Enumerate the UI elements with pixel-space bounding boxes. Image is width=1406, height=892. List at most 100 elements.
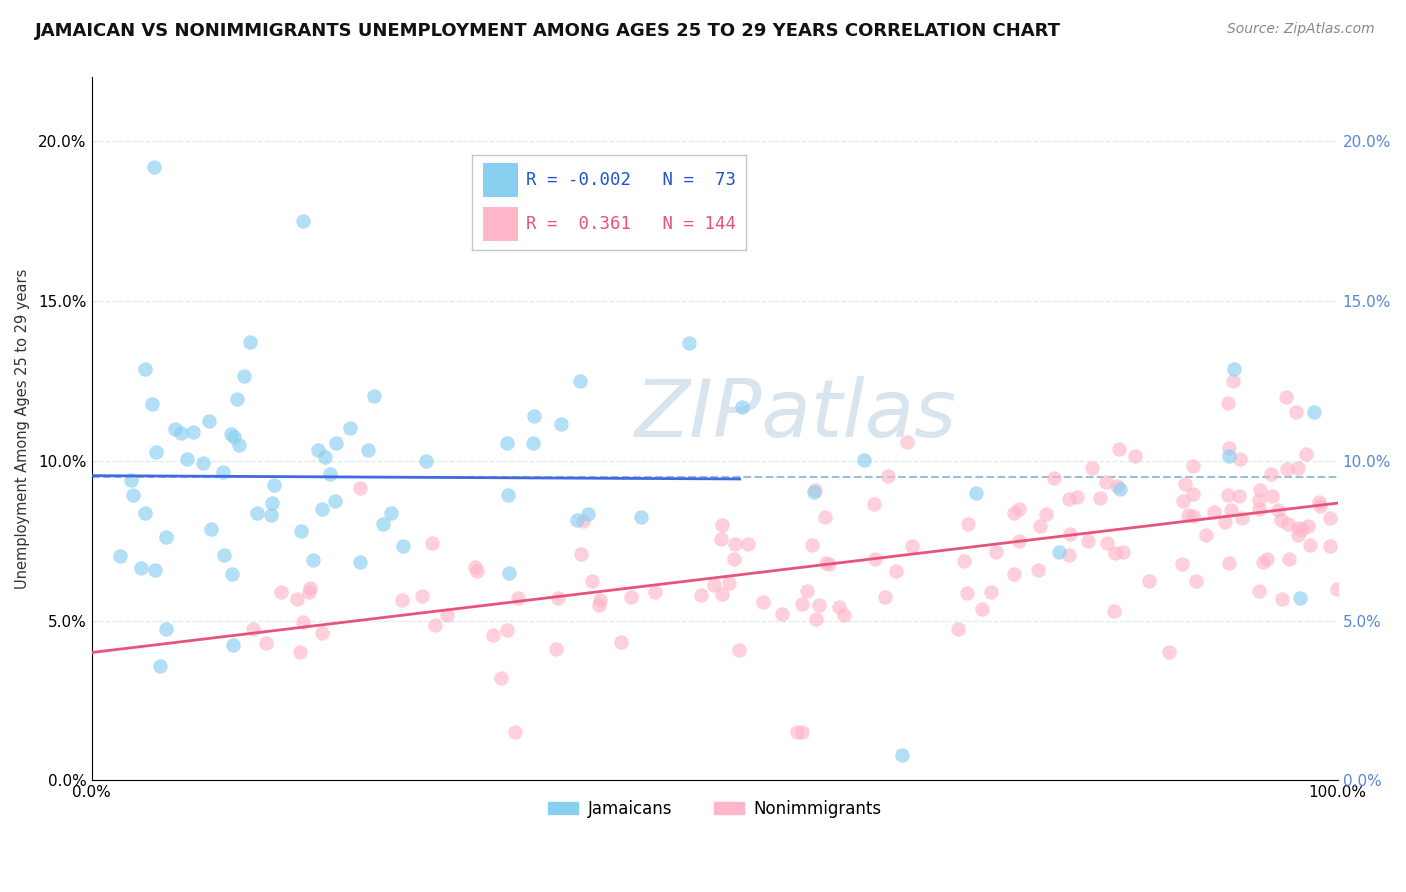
Point <box>228 438 250 452</box>
Point <box>863 552 886 566</box>
Point <box>141 396 163 410</box>
Point <box>371 516 394 531</box>
Point <box>1094 475 1116 490</box>
Point <box>581 574 603 588</box>
Point <box>1218 556 1240 570</box>
Point <box>1182 459 1205 474</box>
Point <box>576 507 599 521</box>
Point <box>1261 489 1284 503</box>
Point <box>723 537 745 551</box>
Point <box>259 508 281 523</box>
Point <box>678 335 700 350</box>
Point <box>1028 518 1050 533</box>
Point <box>1271 592 1294 607</box>
Point <box>588 593 610 607</box>
Point <box>863 497 886 511</box>
Point <box>884 564 907 578</box>
Text: ZIPatlas: ZIPatlas <box>634 376 956 454</box>
Point <box>1249 483 1271 497</box>
Point <box>1123 450 1146 464</box>
Point <box>1185 574 1208 588</box>
Point <box>200 522 222 536</box>
Point <box>1251 555 1274 569</box>
Point <box>1286 460 1309 475</box>
Point <box>896 434 918 449</box>
Point <box>1247 493 1270 508</box>
Point <box>1277 517 1299 532</box>
Point <box>506 591 529 606</box>
Point <box>1181 486 1204 500</box>
Point <box>319 467 342 482</box>
Point <box>311 625 333 640</box>
Point <box>481 627 503 641</box>
Point <box>498 566 520 580</box>
Point <box>198 414 221 428</box>
Point <box>801 539 824 553</box>
Point <box>731 400 754 414</box>
Point <box>298 584 321 599</box>
Point <box>1108 442 1130 457</box>
Point <box>1204 505 1226 519</box>
Point <box>290 645 312 659</box>
Point <box>1302 405 1324 419</box>
Point <box>546 642 568 657</box>
Point <box>710 532 733 546</box>
Point <box>875 591 897 605</box>
Point <box>1218 488 1240 502</box>
Point <box>380 506 402 520</box>
Point <box>828 599 851 614</box>
Point <box>425 618 447 632</box>
Point <box>752 595 775 609</box>
Point <box>311 502 333 516</box>
Point <box>498 488 520 502</box>
Point <box>1291 522 1313 536</box>
Point <box>1222 374 1244 388</box>
Point <box>1047 544 1070 558</box>
Point <box>183 425 205 440</box>
Point <box>1059 526 1081 541</box>
Point <box>120 473 142 487</box>
Point <box>1230 511 1253 525</box>
Point <box>956 516 979 531</box>
Point <box>565 513 588 527</box>
Point <box>134 506 156 520</box>
Point <box>803 484 825 499</box>
Point <box>853 453 876 467</box>
Point <box>588 598 610 612</box>
Point <box>505 725 527 739</box>
Point <box>1137 574 1160 588</box>
Point <box>1227 489 1250 503</box>
Point <box>129 561 152 575</box>
Point <box>710 517 733 532</box>
Point <box>165 422 187 436</box>
Point <box>620 591 643 605</box>
Point <box>1270 513 1292 527</box>
Point <box>984 544 1007 558</box>
Point <box>890 747 912 762</box>
Point <box>1247 584 1270 599</box>
Point <box>465 564 488 578</box>
Point <box>489 671 512 685</box>
Point <box>1223 362 1246 376</box>
Point <box>1296 518 1319 533</box>
Point <box>392 539 415 553</box>
Point <box>808 598 831 612</box>
Point <box>790 725 813 739</box>
Point <box>980 584 1002 599</box>
Point <box>644 585 666 599</box>
Point <box>212 466 235 480</box>
Point <box>496 623 519 637</box>
Point <box>814 509 837 524</box>
Text: JAMAICAN VS NONIMMIGRANTS UNEMPLOYMENT AMONG AGES 25 TO 29 YEARS CORRELATION CHA: JAMAICAN VS NONIMMIGRANTS UNEMPLOYMENT A… <box>35 22 1062 40</box>
Point <box>728 643 751 657</box>
Point <box>270 585 292 599</box>
Point <box>1260 467 1282 482</box>
Point <box>302 552 325 566</box>
Point <box>1275 462 1298 476</box>
Point <box>804 483 827 497</box>
Point <box>142 160 165 174</box>
Point <box>155 622 177 636</box>
Point <box>690 588 713 602</box>
Point <box>568 375 591 389</box>
Point <box>956 586 979 600</box>
